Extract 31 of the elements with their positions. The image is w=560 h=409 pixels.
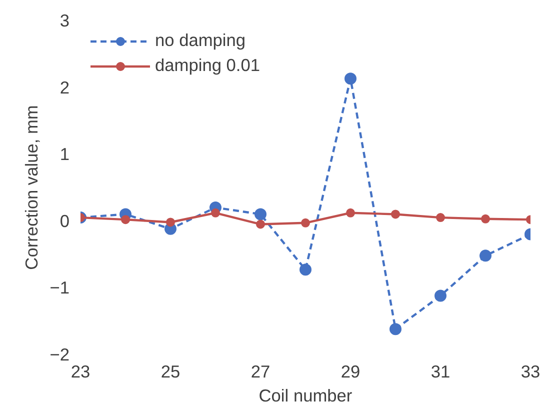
x-tick-label: 33 [520, 362, 540, 382]
x-tick-label: 23 [70, 362, 90, 382]
x-tick-label: 31 [430, 362, 450, 382]
legend-label: damping 0.01 [155, 55, 260, 76]
y-tick-label: 0 [60, 210, 70, 231]
point [121, 215, 130, 224]
legend-label: no damping [155, 30, 246, 51]
point [300, 264, 312, 276]
point [301, 218, 310, 228]
y-axis-title: Correction value, mm [22, 105, 42, 270]
y-tick-label: −2 [50, 344, 70, 364]
point [254, 208, 266, 220]
y-tick-label: 1 [60, 144, 70, 164]
point [211, 208, 220, 218]
point [166, 218, 175, 227]
y-tick-label: 3 [60, 10, 70, 30]
x-tick-label: 27 [250, 362, 270, 382]
point [434, 290, 446, 302]
point [481, 214, 490, 224]
point [436, 213, 445, 222]
y-tick-label: 2 [60, 77, 70, 98]
point [344, 72, 356, 85]
y-tick-label: −1 [50, 278, 70, 298]
x-axis-title: Coil number [258, 386, 352, 406]
point [480, 250, 492, 262]
point [346, 208, 355, 218]
point [390, 323, 402, 336]
x-tick-label: 25 [160, 362, 180, 382]
point [391, 210, 400, 219]
x-tick-label: 29 [340, 362, 360, 382]
point [256, 220, 265, 229]
